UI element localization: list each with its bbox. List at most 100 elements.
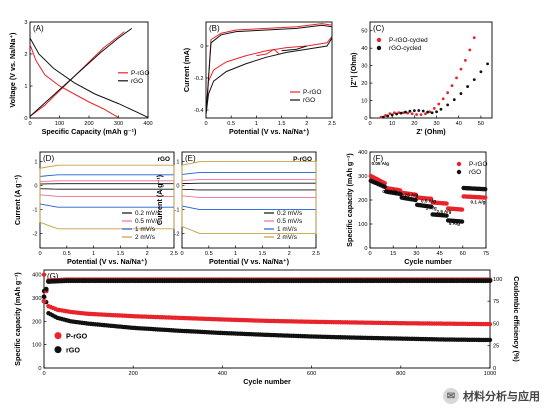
y-tick-label: 0 — [24, 116, 27, 122]
rate-point — [397, 191, 403, 197]
nyquist-point — [415, 113, 418, 116]
x-tick-label: 0.5 — [227, 121, 235, 127]
x-tick-label: 50 — [478, 121, 484, 127]
x-axis-label: Specific Capacity (mAh g⁻¹) — [42, 127, 137, 136]
nyquist-point — [379, 115, 383, 119]
x-tick-label: 0 — [180, 251, 183, 257]
panel-letter: (G) — [47, 272, 59, 281]
cycle-point — [43, 286, 49, 292]
nyquist-point — [446, 103, 450, 107]
rate-point — [428, 204, 434, 209]
y-axis-label: Voltage (V vs. Na/Na⁺) — [8, 32, 17, 108]
panel-letter: (C) — [373, 24, 384, 33]
nyquist-point — [424, 112, 427, 116]
y-tick-label: 200 — [358, 198, 367, 204]
y-tick-label: 30 — [361, 64, 367, 70]
x-tick-label: 45 — [436, 251, 442, 257]
watermark: ✉ 材料分析与应用 — [443, 386, 540, 406]
nyquist-point — [410, 112, 414, 116]
x-tick-label: 1.5 — [259, 251, 267, 257]
legend-label: 0.2 mV/s — [277, 210, 302, 217]
cycle-point — [41, 272, 47, 277]
cycle-point — [41, 298, 47, 304]
y-axis-label: Current (A g⁻¹) — [155, 174, 164, 225]
legend-marker — [54, 332, 62, 340]
x-tick-label: 60 — [460, 251, 466, 257]
x-tick-label: 30 — [433, 121, 439, 127]
legend-label: rGO — [469, 169, 481, 176]
rate-point — [413, 197, 418, 203]
nyquist-point — [408, 109, 412, 113]
x-tick-label: 30 — [413, 251, 419, 257]
x-tick-label: 0 — [368, 121, 371, 127]
y-tick-label: -0.2 — [194, 76, 204, 82]
nyquist-point — [412, 109, 416, 113]
nyquist-point — [472, 78, 476, 81]
y-tick-label: 400 — [32, 273, 41, 279]
x-tick-label: 0 — [368, 251, 371, 257]
legend-label: P-rGO — [303, 89, 321, 96]
y-axis-label: Specific capacity (mAh g⁻¹) — [345, 153, 354, 247]
y-tick-label: 50 — [361, 29, 367, 35]
panel-letter: (F) — [373, 154, 384, 163]
y-tick-label: 400 — [358, 150, 367, 156]
cv-envelope-3 — [181, 161, 317, 235]
legend-marker — [456, 169, 462, 175]
y-tick-label: 0 — [200, 44, 203, 50]
x-tick-label: 2 — [288, 251, 291, 257]
nyquist-point — [441, 97, 445, 101]
x-axis-label: Potential (V vs. Na/Na⁺) — [209, 257, 290, 266]
nyquist-point — [381, 115, 385, 119]
rate-point — [483, 195, 488, 200]
nyquist-point — [401, 111, 405, 115]
panel-sample-label: rGO — [158, 156, 170, 163]
rate-point — [444, 213, 449, 218]
y-tick-label: -2 — [175, 232, 180, 238]
legend-label: 1 mV/s — [135, 226, 155, 233]
wechat-icon: ✉ — [443, 388, 459, 404]
nyquist-point — [452, 98, 456, 102]
y-tick-label: -2 — [33, 232, 38, 238]
x-tick-label: 400 — [143, 121, 152, 127]
y-tick-label: -0.4 — [194, 108, 204, 114]
cv-loop-2 — [256, 48, 280, 57]
x-tick-label: 1 — [234, 251, 237, 257]
y-tick-label: 20 — [361, 81, 367, 87]
x-tick-label: 40 — [456, 121, 462, 127]
nyquist-point — [390, 113, 394, 117]
rate-point — [428, 196, 434, 201]
nyquist-point — [450, 84, 454, 88]
x-tick-label: 1.5 — [117, 251, 125, 257]
legend-label: 2 mV/s — [277, 234, 297, 241]
cv-envelope-1 — [39, 180, 175, 197]
x-tick-label: 1 — [92, 251, 95, 257]
nyquist-point — [417, 109, 421, 112]
x-tick-label: 0.5 — [205, 251, 213, 257]
cv-envelope-0 — [39, 183, 175, 190]
panel-letter: (E) — [185, 154, 196, 163]
y2-tick-label: 100 — [493, 277, 502, 283]
legend-label: rGO-cycled — [389, 45, 422, 52]
x-axis-label: Cycle number — [243, 377, 291, 386]
nyquist-point — [459, 67, 463, 71]
nyquist-point — [419, 113, 423, 117]
rate-point — [459, 207, 465, 212]
y-tick-label: 0 — [176, 184, 179, 190]
x-tick-label: 800 — [396, 371, 405, 377]
x-tick-label: 0 — [204, 121, 207, 127]
legend-marker — [376, 45, 382, 51]
y-tick-label: 10 — [361, 99, 367, 105]
rate-point — [382, 184, 387, 189]
rate-point — [459, 219, 465, 224]
rate-annotation: 0.25 A/g — [401, 192, 419, 197]
nyquist-point — [384, 113, 387, 117]
nyquist-point — [426, 110, 430, 114]
y-tick-label: 3 — [24, 20, 27, 26]
y-axis-label: |Z''| (Ohm) — [349, 52, 358, 88]
nyquist-point — [479, 70, 483, 74]
cv-envelope-3 — [39, 164, 175, 230]
rate-annotation: 0.5 A/g — [421, 198, 436, 203]
x-tick-label: 0 — [42, 371, 45, 377]
y-tick-label: 1 — [176, 160, 179, 166]
